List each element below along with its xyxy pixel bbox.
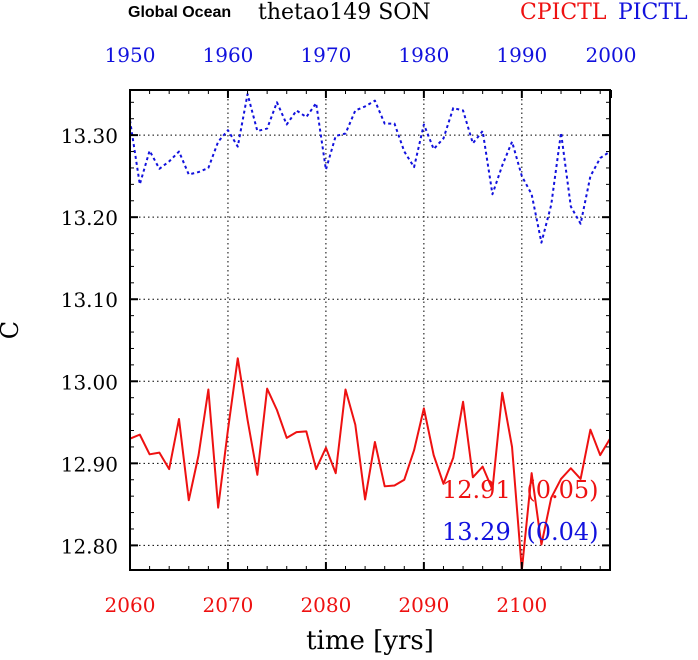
y-tick-label: 13.00 — [61, 370, 118, 394]
annotation-pictl: 13.29 (0.04) — [442, 518, 599, 546]
grid — [130, 90, 610, 570]
y-tick-label: 13.10 — [61, 288, 118, 312]
y-axis-title: C — [0, 321, 24, 339]
x-bottom-tick-label: 2100 — [496, 593, 547, 617]
x-top-tick-labels: 1950 1960 1970 1980 1990 2000 — [105, 43, 637, 67]
x-bottom-tick-label: 2080 — [300, 593, 351, 617]
series-line-pictl — [129, 93, 611, 244]
x-axis-title: time [yrs] — [306, 626, 434, 656]
x-top-tick-label: 2000 — [586, 43, 637, 67]
x-bottom-tick-labels: 2060 2070 2080 2090 2100 — [105, 593, 548, 617]
x-top-tick-label: 1980 — [398, 43, 449, 67]
x-top-tick-label: 1990 — [496, 43, 547, 67]
annotation-pictl-mean: 13.29 — [442, 518, 511, 546]
y-tick-label: 12.90 — [61, 452, 118, 476]
annotation-cpictl-std: (0.05) — [526, 476, 598, 504]
title-series-b-label: PICTL — [618, 0, 688, 25]
x-top-tick-label: 1950 — [105, 43, 156, 67]
x-bottom-tick-label: 2070 — [203, 593, 254, 617]
y-tick-label: 13.20 — [61, 206, 118, 230]
x-top-tick-label: 1970 — [300, 43, 351, 67]
y-tick-labels: 12.80 12.90 13.00 13.10 13.20 13.30 — [61, 124, 118, 558]
annotation-cpictl-mean: 12.91 — [442, 476, 511, 504]
y-tick-label: 12.80 — [61, 534, 118, 558]
y-tick-label: 13.30 — [61, 124, 118, 148]
annotation-cpictl: 12.91 (0.05) — [442, 476, 599, 504]
plot-frame — [129, 89, 611, 571]
title-variable: thetao149 SON — [258, 0, 431, 25]
x-bottom-tick-label: 2090 — [398, 593, 449, 617]
series-layer — [129, 93, 611, 571]
title-region: Global Ocean — [128, 4, 231, 21]
title-series-a-label: CPICTL — [520, 0, 607, 25]
x-bottom-tick-label: 2060 — [105, 593, 156, 617]
series-line-cpictl — [129, 357, 611, 571]
x-top-tick-label: 1960 — [203, 43, 254, 67]
annotation-pictl-std: (0.04) — [526, 518, 598, 546]
